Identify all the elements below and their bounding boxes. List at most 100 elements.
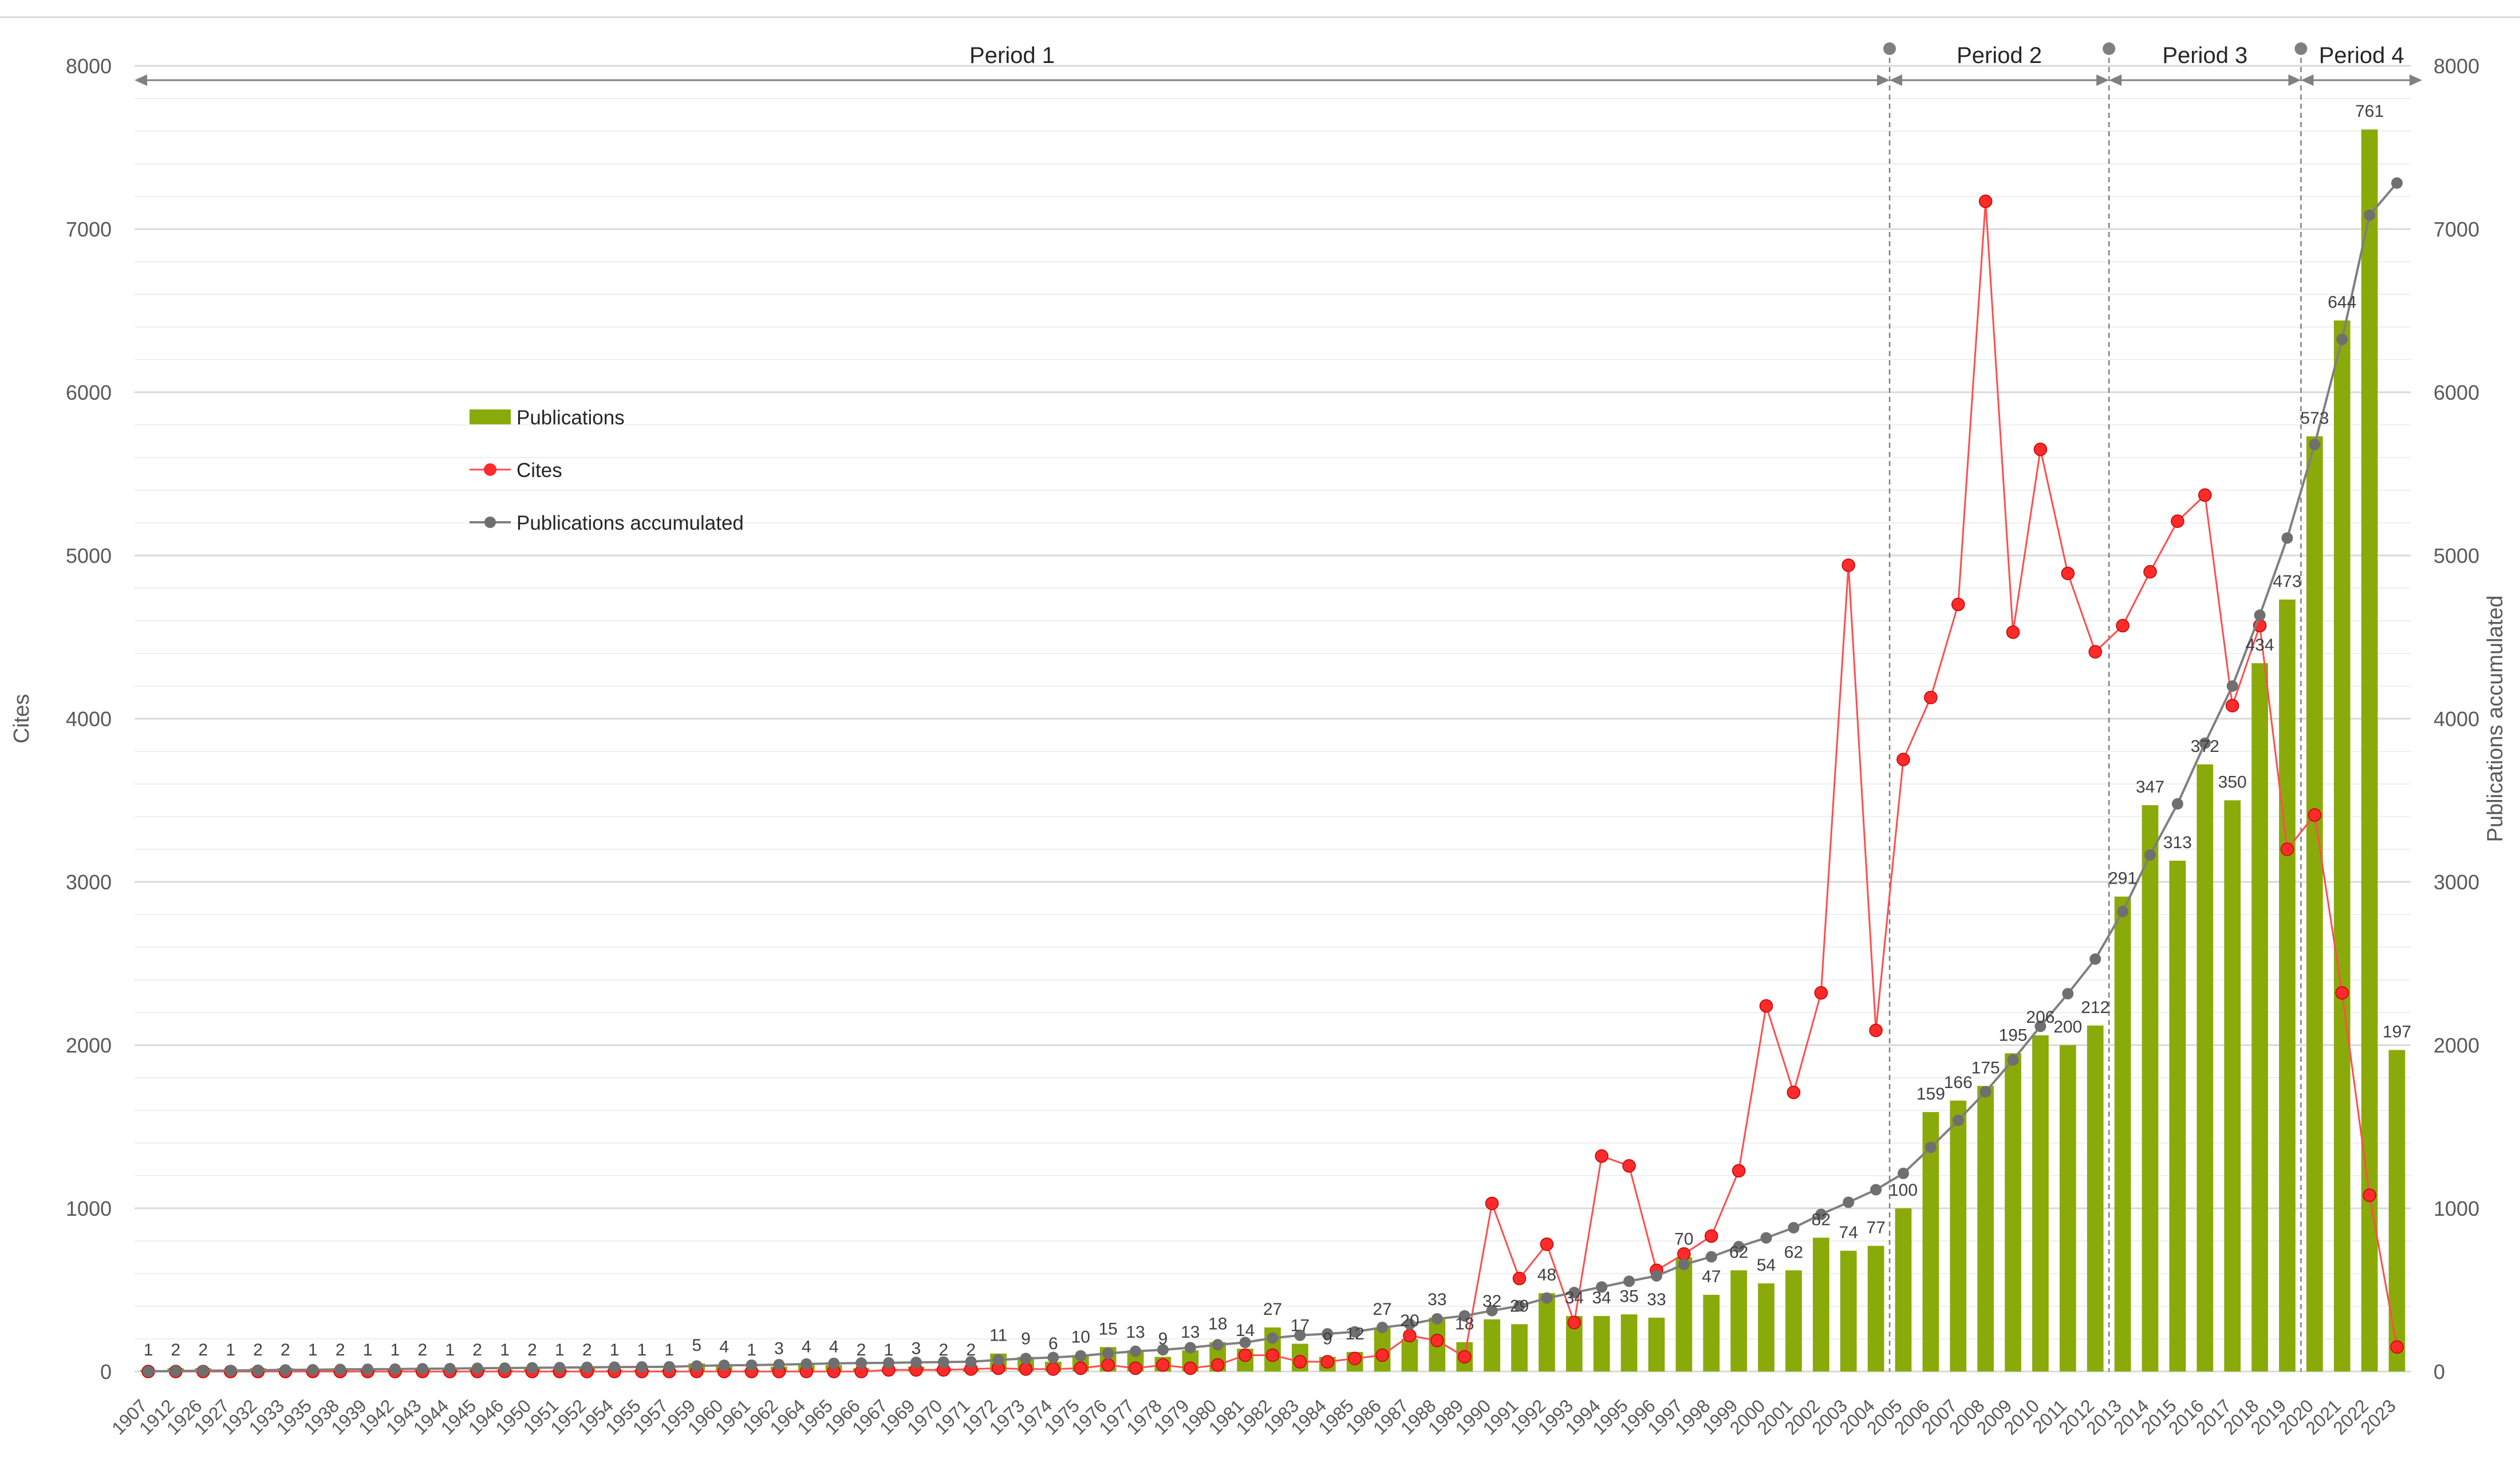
- accumulated-marker: [937, 1356, 949, 1368]
- bar-data-label: 206: [2026, 1008, 2054, 1027]
- period-label: Period 3: [2162, 43, 2247, 68]
- period-boundary-marker: [2294, 42, 2308, 55]
- cites-marker: [1951, 597, 1965, 612]
- bar-data-label: 1: [308, 1341, 318, 1359]
- cites-marker: [1978, 194, 1993, 208]
- cites-marker: [1677, 1247, 1691, 1261]
- period-label: Period 4: [2319, 43, 2404, 68]
- accumulated-marker: [1705, 1251, 1717, 1263]
- bar-data-label: 212: [2081, 998, 2109, 1017]
- bar-data-label: 11: [989, 1326, 1007, 1345]
- cites-marker: [1046, 1362, 1060, 1376]
- bar-data-label: 77: [1866, 1219, 1885, 1238]
- y-left-tick-label: 5000: [66, 544, 112, 568]
- cites-marker: [2335, 986, 2349, 1000]
- y-left-tick-label: 1000: [66, 1197, 112, 1220]
- bar-data-label: 3: [912, 1339, 921, 1358]
- bar-data-label: 347: [2136, 778, 2164, 797]
- bar-publications: [1675, 1257, 1693, 1372]
- bar-data-label: 473: [2273, 572, 2301, 591]
- bar-data-label: 197: [2383, 1023, 2411, 1042]
- accumulated-marker: [1377, 1322, 1389, 1334]
- period-arrow-head-right: [2409, 74, 2422, 86]
- bar-publications: [1895, 1208, 1912, 1372]
- period-arrow-head-left: [135, 74, 147, 86]
- bar-data-label: 1: [555, 1341, 565, 1359]
- accumulated-marker: [2117, 905, 2129, 917]
- bar-publications: [2059, 1045, 2076, 1372]
- bar-publications: [1758, 1283, 1774, 1372]
- bar-data-label: 1: [665, 1341, 675, 1359]
- bar-data-label: 70: [1674, 1230, 1693, 1249]
- accumulated-marker: [1294, 1329, 1306, 1341]
- accumulated-marker: [581, 1361, 593, 1373]
- accumulated-marker: [2171, 798, 2183, 810]
- cites-marker: [2088, 645, 2102, 659]
- bar-data-label: 14: [1236, 1321, 1255, 1340]
- accumulated-series: [142, 177, 2403, 1377]
- y-left-tick-label: 6000: [66, 381, 112, 404]
- y-left-tick-label: 3000: [66, 870, 112, 894]
- cites-marker: [2006, 625, 2020, 639]
- bar-publications: [1922, 1112, 1939, 1372]
- accumulated-marker: [2226, 680, 2238, 692]
- legend-marker-cites: [484, 463, 496, 476]
- bar-publications: [2005, 1053, 2021, 1372]
- bar-publications: [2224, 800, 2241, 1372]
- accumulated-marker: [636, 1361, 648, 1373]
- accumulated-marker: [252, 1364, 264, 1376]
- bar-data-label: 2: [857, 1341, 866, 1359]
- bar-data-label: 350: [2218, 773, 2247, 792]
- y-right-tick-label: 1000: [2434, 1197, 2479, 1220]
- bar-data-label: 35: [1619, 1287, 1638, 1306]
- bar-publications: [1593, 1316, 1610, 1372]
- cites-marker: [2390, 1340, 2404, 1354]
- bar-data-label: 4: [829, 1338, 839, 1357]
- bar-data-label: 644: [2328, 293, 2356, 312]
- bar-publications: [1977, 1086, 1994, 1372]
- bar-data-label: 4: [802, 1338, 811, 1357]
- data-labels: 1 2 2 1 2 2 1 2 1 1 2 1 2 1 2 1 2 1 1 1 5 4 1 3 4 4 2 1 3 2 211 9 6 10 15 1…: [144, 102, 2411, 1359]
- bar-data-label: 2: [336, 1341, 345, 1359]
- accumulated-marker: [1403, 1318, 1415, 1330]
- cites-marker: [2225, 699, 2239, 712]
- accumulated-marker: [279, 1364, 291, 1376]
- bar-data-label: 159: [1916, 1085, 1945, 1104]
- y-left-tick-label: 7000: [66, 218, 112, 241]
- bar-data-label: 54: [1757, 1256, 1776, 1275]
- accumulated-marker: [444, 1362, 456, 1374]
- cites-marker: [1814, 986, 1828, 1000]
- bar-data-label: 100: [1889, 1181, 1918, 1200]
- bar-publications: [1840, 1251, 1857, 1372]
- y-right-tick-label: 2000: [2434, 1034, 2479, 1057]
- bar-data-label: 761: [2355, 102, 2384, 121]
- bar-data-label: 17: [1291, 1317, 1310, 1335]
- bar-publications: [2169, 860, 2186, 1372]
- y-right-tick-label: 8000: [2434, 54, 2479, 78]
- bar-publications: [2196, 764, 2214, 1372]
- bar-data-label: 18: [1208, 1315, 1227, 1334]
- y-right-axis-title: Publications accumulated: [2483, 596, 2507, 842]
- y-left-tick-label: 0: [100, 1360, 112, 1384]
- accumulated-marker: [1322, 1328, 1334, 1340]
- bar-data-label: 33: [1647, 1290, 1666, 1309]
- accumulated-marker: [2336, 333, 2348, 345]
- accumulated-marker: [2391, 177, 2403, 189]
- accumulated-marker: [2007, 1054, 2019, 1066]
- accumulated-marker: [1541, 1292, 1553, 1304]
- accumulated-marker: [2364, 209, 2376, 221]
- cites-marker: [1238, 1348, 1252, 1362]
- bar-data-label: 27: [1373, 1300, 1391, 1319]
- cites-marker: [1348, 1351, 1362, 1365]
- accumulated-marker: [471, 1362, 483, 1374]
- cites-marker: [1896, 752, 1910, 766]
- accumulated-marker: [416, 1363, 428, 1375]
- accumulated-marker: [197, 1365, 209, 1377]
- cites-marker: [1841, 558, 1855, 572]
- bar-publications: [1867, 1246, 1884, 1372]
- cites-marker: [1375, 1348, 1389, 1362]
- y-right-tick-label: 4000: [2434, 707, 2479, 731]
- bar-publications: [1785, 1270, 1802, 1372]
- cites-marker: [2363, 1188, 2376, 1202]
